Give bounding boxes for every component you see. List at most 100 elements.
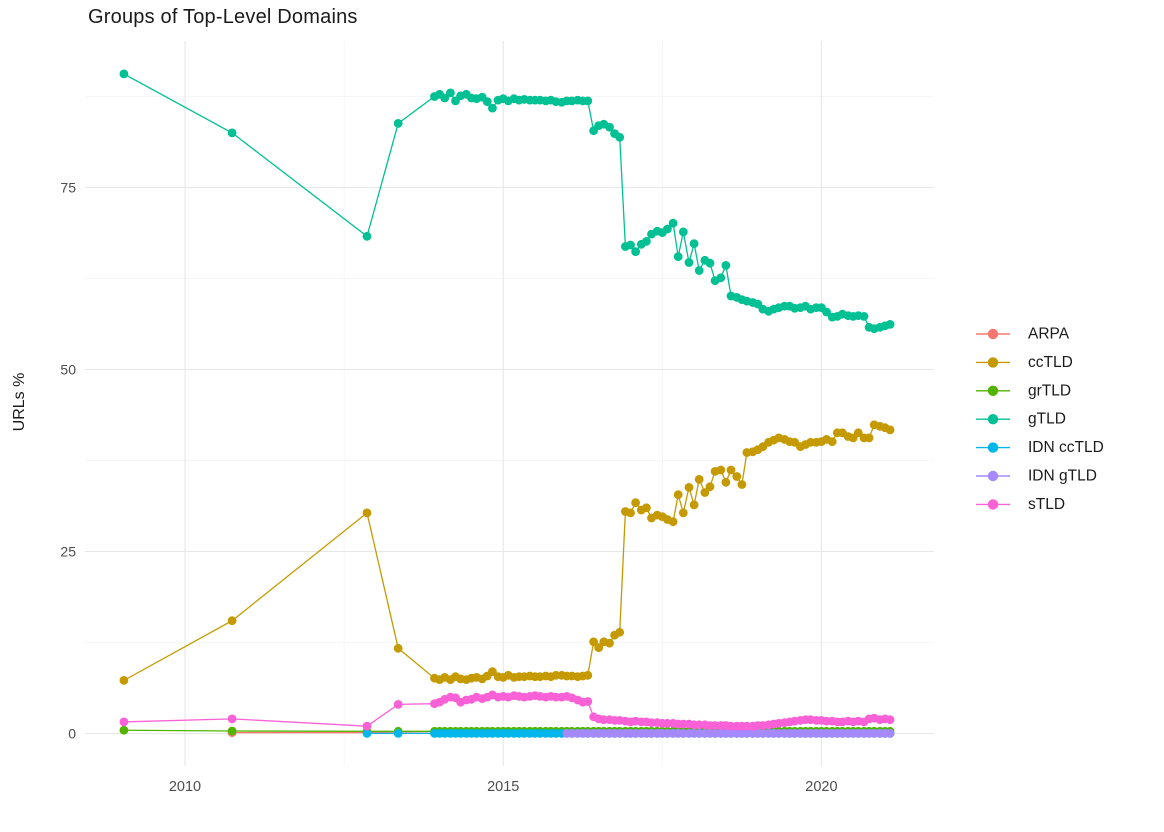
data-point-gtld [446,88,455,98]
legend-item-idn-cctld: IDN ccTLD [976,439,1104,456]
data-point-cctld [689,500,699,510]
data-point-gtld [488,103,497,113]
data-point-grtld [119,725,129,735]
data-point-gtld [716,273,726,283]
data-point-gtld [684,258,694,267]
data-point-cctld [668,517,678,527]
data-point-cctld [827,437,837,446]
data-point-cctld [393,643,403,653]
data-point-cctld [705,482,715,492]
data-point-cctld [594,643,604,652]
x-tick-label-2020: 2020 [805,779,837,795]
legend-item-stld: sTLD [976,496,1065,513]
data-point-stld [362,721,372,731]
y-tick-label-25: 25 [60,544,76,560]
data-point-gtld [393,119,403,128]
gridlines [85,41,934,766]
axis-labels: 0 25 50 75 2010 2015 2020 URLs % [11,180,838,796]
chart-title: Groups of Top-Level Domains [88,6,358,28]
data-point-stld [885,715,895,725]
series-stld [119,690,895,731]
x-tick-label-2010: 2010 [169,779,201,795]
data-point-gtld [227,128,237,138]
data-point-gtld [694,266,704,275]
legend-label-idn-cctld: IDN ccTLD [1028,439,1104,456]
legend-label-cctld: ccTLD [1028,354,1073,371]
data-point-stld [393,700,403,709]
data-point-cctld [673,490,683,500]
data-point-cctld [694,475,704,484]
data-point-gtld [721,261,731,270]
data-point-gtld [362,231,372,241]
legend-key-dot-cctld [987,357,999,368]
legend-item-arpa: ARPA [976,326,1070,343]
legend-label-stld: sTLD [1028,496,1065,513]
data-point-gtld [822,307,831,317]
data-point-cctld [626,508,635,518]
data-point-idn-gtld [885,729,895,738]
y-tick-label-75: 75 [60,180,76,196]
legend-key-dot-idn-cctld [987,442,999,453]
data-point-gtld [668,218,678,228]
y-tick-label-0: 0 [68,726,76,742]
legend-key-dot-grtld [987,385,999,396]
legend-label-gtld: gTLD [1028,411,1066,428]
data-point-gtld [615,132,625,142]
data-point-cctld [362,508,372,518]
data-point-stld [119,717,129,727]
series-cctld [119,420,895,685]
data-point-gtld [673,252,683,262]
data-point-cctld [605,638,614,648]
data-point-idn-cctld [393,729,403,738]
data-point-gtld [583,96,593,106]
data-point-cctld [716,465,726,475]
data-point-cctld [642,503,651,513]
data-point-gtld [605,122,614,132]
data-point-gtld [678,227,688,237]
data-point-cctld [737,480,747,489]
data-point-gtld [626,240,635,250]
data-point-gtld [663,224,672,234]
x-tick-label-2015: 2015 [487,779,519,795]
data-point-cctld [227,616,237,626]
data-point-gtld [440,93,450,103]
legend-item-gtld: gTLD [976,411,1066,428]
data-point-cctld [700,488,710,497]
data-point-gtld [482,97,492,106]
data-point-cctld [684,483,694,492]
series-line-gtld [123,73,891,330]
series-gtld [119,69,895,334]
data-point-cctld [721,477,731,487]
data-point-idn-cctld [362,729,372,738]
data-point-cctld [678,508,688,518]
data-point-cctld [732,472,742,481]
data-point-cctld [726,465,736,475]
legend-label-idn-gtld: IDN gTLD [1028,468,1097,485]
data-point-gtld [705,258,715,268]
data-point-cctld [488,667,497,676]
series-line-cctld [123,424,891,681]
data-point-cctld [864,433,874,443]
data-point-stld [583,697,593,706]
legend-item-grtld: grTLD [976,382,1071,399]
legend-item-cctld: ccTLD [976,354,1073,371]
data-point-cctld [589,637,598,647]
legend-key-dot-idn-gtld [987,470,999,482]
data-point-cctld [631,498,640,508]
data-point-gtld [885,320,895,329]
legend-key-dot-arpa [987,328,999,340]
data-point-grtld [227,726,237,736]
data-point-gtld [631,247,640,256]
series-idn-gtld [562,729,895,738]
data-point-cctld [853,428,863,438]
legend-label-arpa: ARPA [1028,326,1070,343]
data-point-gtld [642,237,651,246]
legend-label-grtld: grTLD [1028,382,1071,399]
legend-key-dot-stld [987,499,999,510]
data-point-gtld [119,69,129,79]
data-point-cctld [885,425,895,435]
data-point-cctld [119,676,129,685]
legend: ARPA ccTLD grTLD gTLD IDN ccTLD IDN gTLD sTLD [976,326,1104,513]
